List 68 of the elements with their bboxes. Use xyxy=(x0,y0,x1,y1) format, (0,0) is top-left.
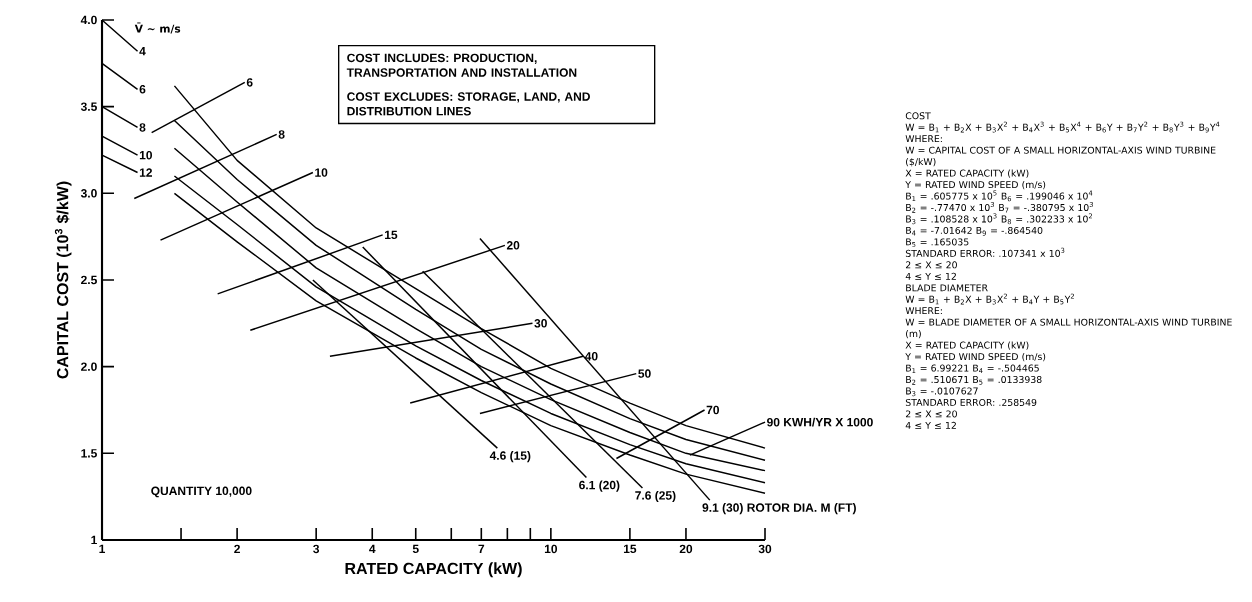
series-label: 50 xyxy=(638,369,651,378)
series-label: 4.6 (15) xyxy=(489,451,531,463)
series-label: 6.1 (20) xyxy=(579,480,620,492)
series-label: 15 xyxy=(385,230,398,240)
y-tick-label: 3.0 xyxy=(80,189,97,198)
series-label: 30 xyxy=(534,319,547,328)
x-tick-label: 3 xyxy=(313,544,320,554)
text: B$_{1}$ = 6.99221 B$_{4}$ = -.504465 xyxy=(906,364,1039,374)
series-label: 4 xyxy=(139,47,146,56)
x-tick-label: 20 xyxy=(679,544,693,554)
text: B$_{1}$ = .605775 x 10$^{5}$ B$_{6}$ = .199046 x 10$^{4}$ xyxy=(906,190,1093,202)
series-label: 10 xyxy=(315,168,328,177)
series-label: 90 KWH/YR X 1000 xyxy=(767,417,873,427)
text: W = B$_{1}$ + B$_{2}$X + B$_{3}$X$^{2}$ + B$_{4}$X$^{3}$ + B$_{5}$X$^{4}$ + B$_{6}$Y + B$_{7}$Y$^{2}$ + B$_{8}$Y$^{3}$ + B$_{9}$Y$^{4}$ xyxy=(905,121,1220,133)
x-tick-label: 4 xyxy=(369,544,376,553)
series-label: 12 xyxy=(139,168,153,177)
text: Y = RATED WIND SPEED (m/s) xyxy=(905,180,1046,190)
y-axis-title: CAPITAL COST (10$^{3}$ $/kW) xyxy=(54,181,72,379)
text: STANDARD ERROR: .107341 x 10$^{3}$ xyxy=(905,247,1065,257)
text: Y = RATED WIND SPEED (m/s) xyxy=(905,352,1046,362)
series-label: 6 xyxy=(246,78,253,87)
x-axis-title: RATED CAPACITY (kW) xyxy=(345,562,522,578)
series-label: 9.1 (30) ROTOR DIA. M (FT) xyxy=(702,503,856,515)
text: 2 ≤ X ≤ 20 xyxy=(905,410,957,418)
series-label: 70 xyxy=(706,405,720,415)
annotation: V̄ ~ m/s xyxy=(134,22,181,34)
text: STANDARD ERROR: .258549 xyxy=(905,398,1037,406)
text: B$_{2}$ = .510671 B$_{5}$ = .0133938 xyxy=(906,375,1042,385)
annotation: COST INCLUDES: PRODUCTION, TRANSPORTATION AND INSTALLATION xyxy=(346,53,577,77)
text: B$_{3}$ = -.0107627 xyxy=(906,387,978,397)
series-label: 7.6 (25) xyxy=(635,490,676,503)
x-tick-label: 2 xyxy=(234,544,240,554)
text: B$_{4}$ = -7.01642 B$_{9}$ = -.864540 xyxy=(906,226,1043,236)
y-tick-label: 4.0 xyxy=(80,15,97,25)
text: B$_{5}$ = .165035 xyxy=(906,238,969,248)
text: 4 ≤ Y ≤ 12 xyxy=(905,272,956,280)
x-tick-label: 30 xyxy=(758,544,772,554)
series-label: 8 xyxy=(278,130,285,139)
text: WHERE: xyxy=(905,307,942,315)
y-tick-label: 3.5 xyxy=(80,102,97,111)
x-tick-label: 1 xyxy=(99,544,106,553)
y-tick-label: 1.5 xyxy=(81,449,97,458)
x-tick-label: 7 xyxy=(478,544,485,553)
x-tick-label: 5 xyxy=(412,544,419,554)
series-label: 6 xyxy=(139,85,146,94)
text: 2 ≤ X ≤ 20 xyxy=(905,261,957,269)
text: X = RATED CAPACITY (kW) xyxy=(905,341,1029,350)
y-tick-label: 2.0 xyxy=(81,362,97,371)
text: X = RATED CAPACITY (kW) xyxy=(905,169,1029,178)
text: B$_{2}$ = -.77470 x 10$^{3}$ B$_{7}$ = -.380795 x 10$^{3}$ xyxy=(906,201,1093,213)
text: WHERE: xyxy=(905,135,942,143)
y-tick-label: 2.5 xyxy=(81,275,97,285)
annotation: QUANTITY 10,000 xyxy=(151,486,252,498)
text: B$_{3}$ = .108528 x 10$^{3}$ B$_{8}$ = .302233 x 10$^{2}$ xyxy=(906,213,1093,225)
annotation: COST EXCLUDES: STORAGE, LAND, AND DISTRIBUTION LINES xyxy=(347,92,590,116)
text: W = BLADE DIAMETER OF A SMALL HORIZONTAL-AXIS WIND TURBINE (m) xyxy=(905,318,1232,339)
text: W = CAPITAL COST OF A SMALL HORIZONTAL-AXIS WIND TURBINE ($/kW) xyxy=(905,146,1216,167)
x-tick-label: 15 xyxy=(623,544,637,554)
y-tick-label: 1 xyxy=(91,535,97,545)
series-label: 8 xyxy=(139,123,146,132)
series-label: 10 xyxy=(139,150,153,160)
text: BLADE DIAMETER xyxy=(906,284,988,292)
x-tick-label: 10 xyxy=(544,544,558,554)
text: W = B$_{1}$ + B$_{2}$X + B$_{3}$X$^{2}$ + B$_{4}$Y + B$_{5}$Y$^{2}$ xyxy=(905,293,1074,305)
text: COST xyxy=(905,112,931,120)
series-label: 20 xyxy=(506,241,520,250)
series-label: 40 xyxy=(584,352,598,361)
text: 4 ≤ Y ≤ 12 xyxy=(905,421,956,429)
